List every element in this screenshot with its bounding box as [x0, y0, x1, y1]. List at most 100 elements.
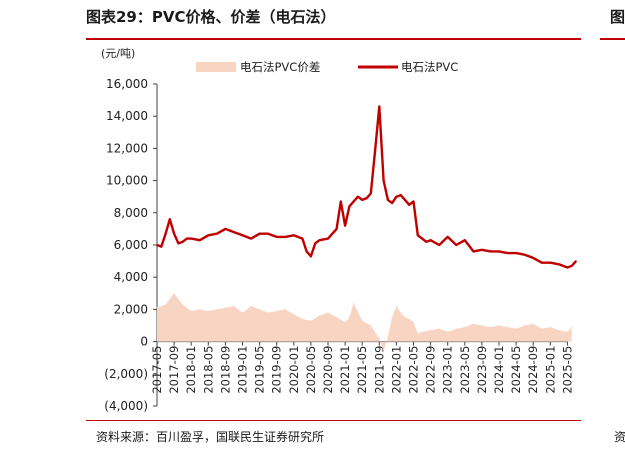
x-tick-label: 2023-05 [458, 346, 472, 394]
price-data-point [374, 150, 376, 153]
price-line [156, 105, 577, 269]
price-data-point [177, 242, 180, 245]
x-tick-label: 2021-01 [338, 346, 352, 394]
spread-area [157, 293, 572, 352]
spread-data-point [404, 316, 406, 318]
spread-data-point [182, 304, 184, 306]
x-tick-label: 2017-05 [150, 346, 164, 394]
y-tick-label: 16,000 [106, 77, 148, 91]
price-data-point [164, 232, 167, 235]
price-data-point [250, 237, 252, 240]
price-data-point [207, 234, 210, 237]
spread-data-point [498, 324, 500, 327]
price-data-point [241, 234, 244, 237]
x-tick-label: 2022-05 [407, 346, 421, 394]
spread-data-point [233, 305, 235, 307]
price-data-point [412, 200, 415, 203]
spread-data-point [165, 304, 167, 306]
spread-data-point [571, 326, 573, 328]
price-data-point [327, 237, 329, 240]
spread-data-point [173, 292, 175, 294]
x-axis: 2017-05 2017-09 2018-01 2018-05 2018-09 2019-… [150, 341, 574, 394]
price-data-point [417, 234, 419, 237]
spread-data-point [507, 326, 509, 328]
y-tick-label: 6,000 [114, 238, 148, 252]
adjacent-panel-source-fragment: 资 [614, 430, 625, 444]
spread-data-point [207, 310, 209, 312]
price-data-point [421, 237, 423, 240]
spread-data-point [370, 324, 372, 327]
price-data-point [348, 205, 351, 208]
adjacent-title-divider [600, 38, 625, 40]
x-tick-label: 2023-01 [441, 346, 455, 394]
spread-data-point [524, 324, 526, 327]
price-data-point [233, 231, 235, 233]
spread-data-point [378, 337, 380, 339]
spread-data-point [515, 328, 517, 330]
spread-data-point [438, 328, 440, 330]
spread-data-point [199, 308, 201, 310]
spread-data-point [301, 318, 303, 320]
spread-data-point [408, 318, 410, 320]
spread-data-point [532, 323, 534, 325]
spread-data-point [400, 312, 402, 314]
spread-data-point [318, 315, 321, 317]
spread-data-point [310, 320, 312, 322]
price-data-point [173, 232, 175, 235]
price-data-point [301, 237, 304, 240]
y-tick-label: 8,000 [114, 206, 148, 220]
price-data-point [284, 236, 287, 238]
price-data-point [570, 265, 573, 267]
price-data-point [169, 218, 171, 220]
y-tick-label: (4,000) [104, 399, 148, 413]
x-tick-label: 2020-09 [321, 346, 335, 394]
price-data-point [566, 266, 569, 269]
spread-data-point [412, 321, 415, 323]
spread-data-point [464, 326, 466, 328]
spread-data-point [481, 324, 483, 327]
spread-data-point [241, 312, 244, 314]
x-tick-label: 2020-01 [287, 346, 301, 394]
price-data-point [190, 237, 192, 240]
legend: 电石法PVC价差 电石法PVC [196, 60, 458, 74]
price-data-point [267, 232, 269, 235]
spread-area-series [156, 292, 573, 352]
price-data-point [186, 237, 188, 240]
x-tick-label: 2025-01 [543, 346, 557, 394]
spread-data-point [472, 323, 474, 325]
spread-data-point [156, 307, 158, 309]
x-tick-label: 2022-09 [424, 346, 438, 394]
price-data-point [429, 239, 432, 241]
y-tick-label: 10,000 [106, 174, 148, 188]
price-data-point [199, 239, 201, 241]
spread-data-point [361, 320, 363, 322]
spread-data-point [455, 328, 457, 330]
legend-label-price: 电石法PVC [401, 60, 458, 74]
spread-data-point [549, 326, 551, 328]
spread-data-point [344, 321, 346, 323]
price-data-point [549, 261, 552, 264]
spread-data-point [430, 329, 432, 331]
x-tick-label: 2024-05 [509, 346, 523, 394]
x-tick-label: 2018-05 [201, 346, 215, 394]
price-data-point [293, 234, 295, 237]
spread-data-point [558, 329, 560, 331]
spread-data-point [216, 308, 218, 310]
price-data-point [216, 232, 218, 235]
price-data-point [361, 199, 364, 201]
price-data-point [506, 252, 509, 254]
price-line-series [156, 105, 577, 269]
y-tick-label: 14,000 [106, 109, 148, 123]
price-data-point [425, 241, 428, 243]
spread-data-point [391, 316, 393, 318]
spread-data-point [417, 333, 419, 335]
spread-data-point [259, 308, 261, 310]
legend-swatch-spread [196, 62, 236, 72]
price-data-point [455, 244, 458, 246]
x-tick-label: 2017-09 [167, 346, 181, 394]
spread-data-point [293, 313, 295, 315]
x-tick-label: 2022-01 [389, 346, 403, 394]
spread-data-point [267, 312, 269, 314]
price-data-point [357, 195, 359, 198]
